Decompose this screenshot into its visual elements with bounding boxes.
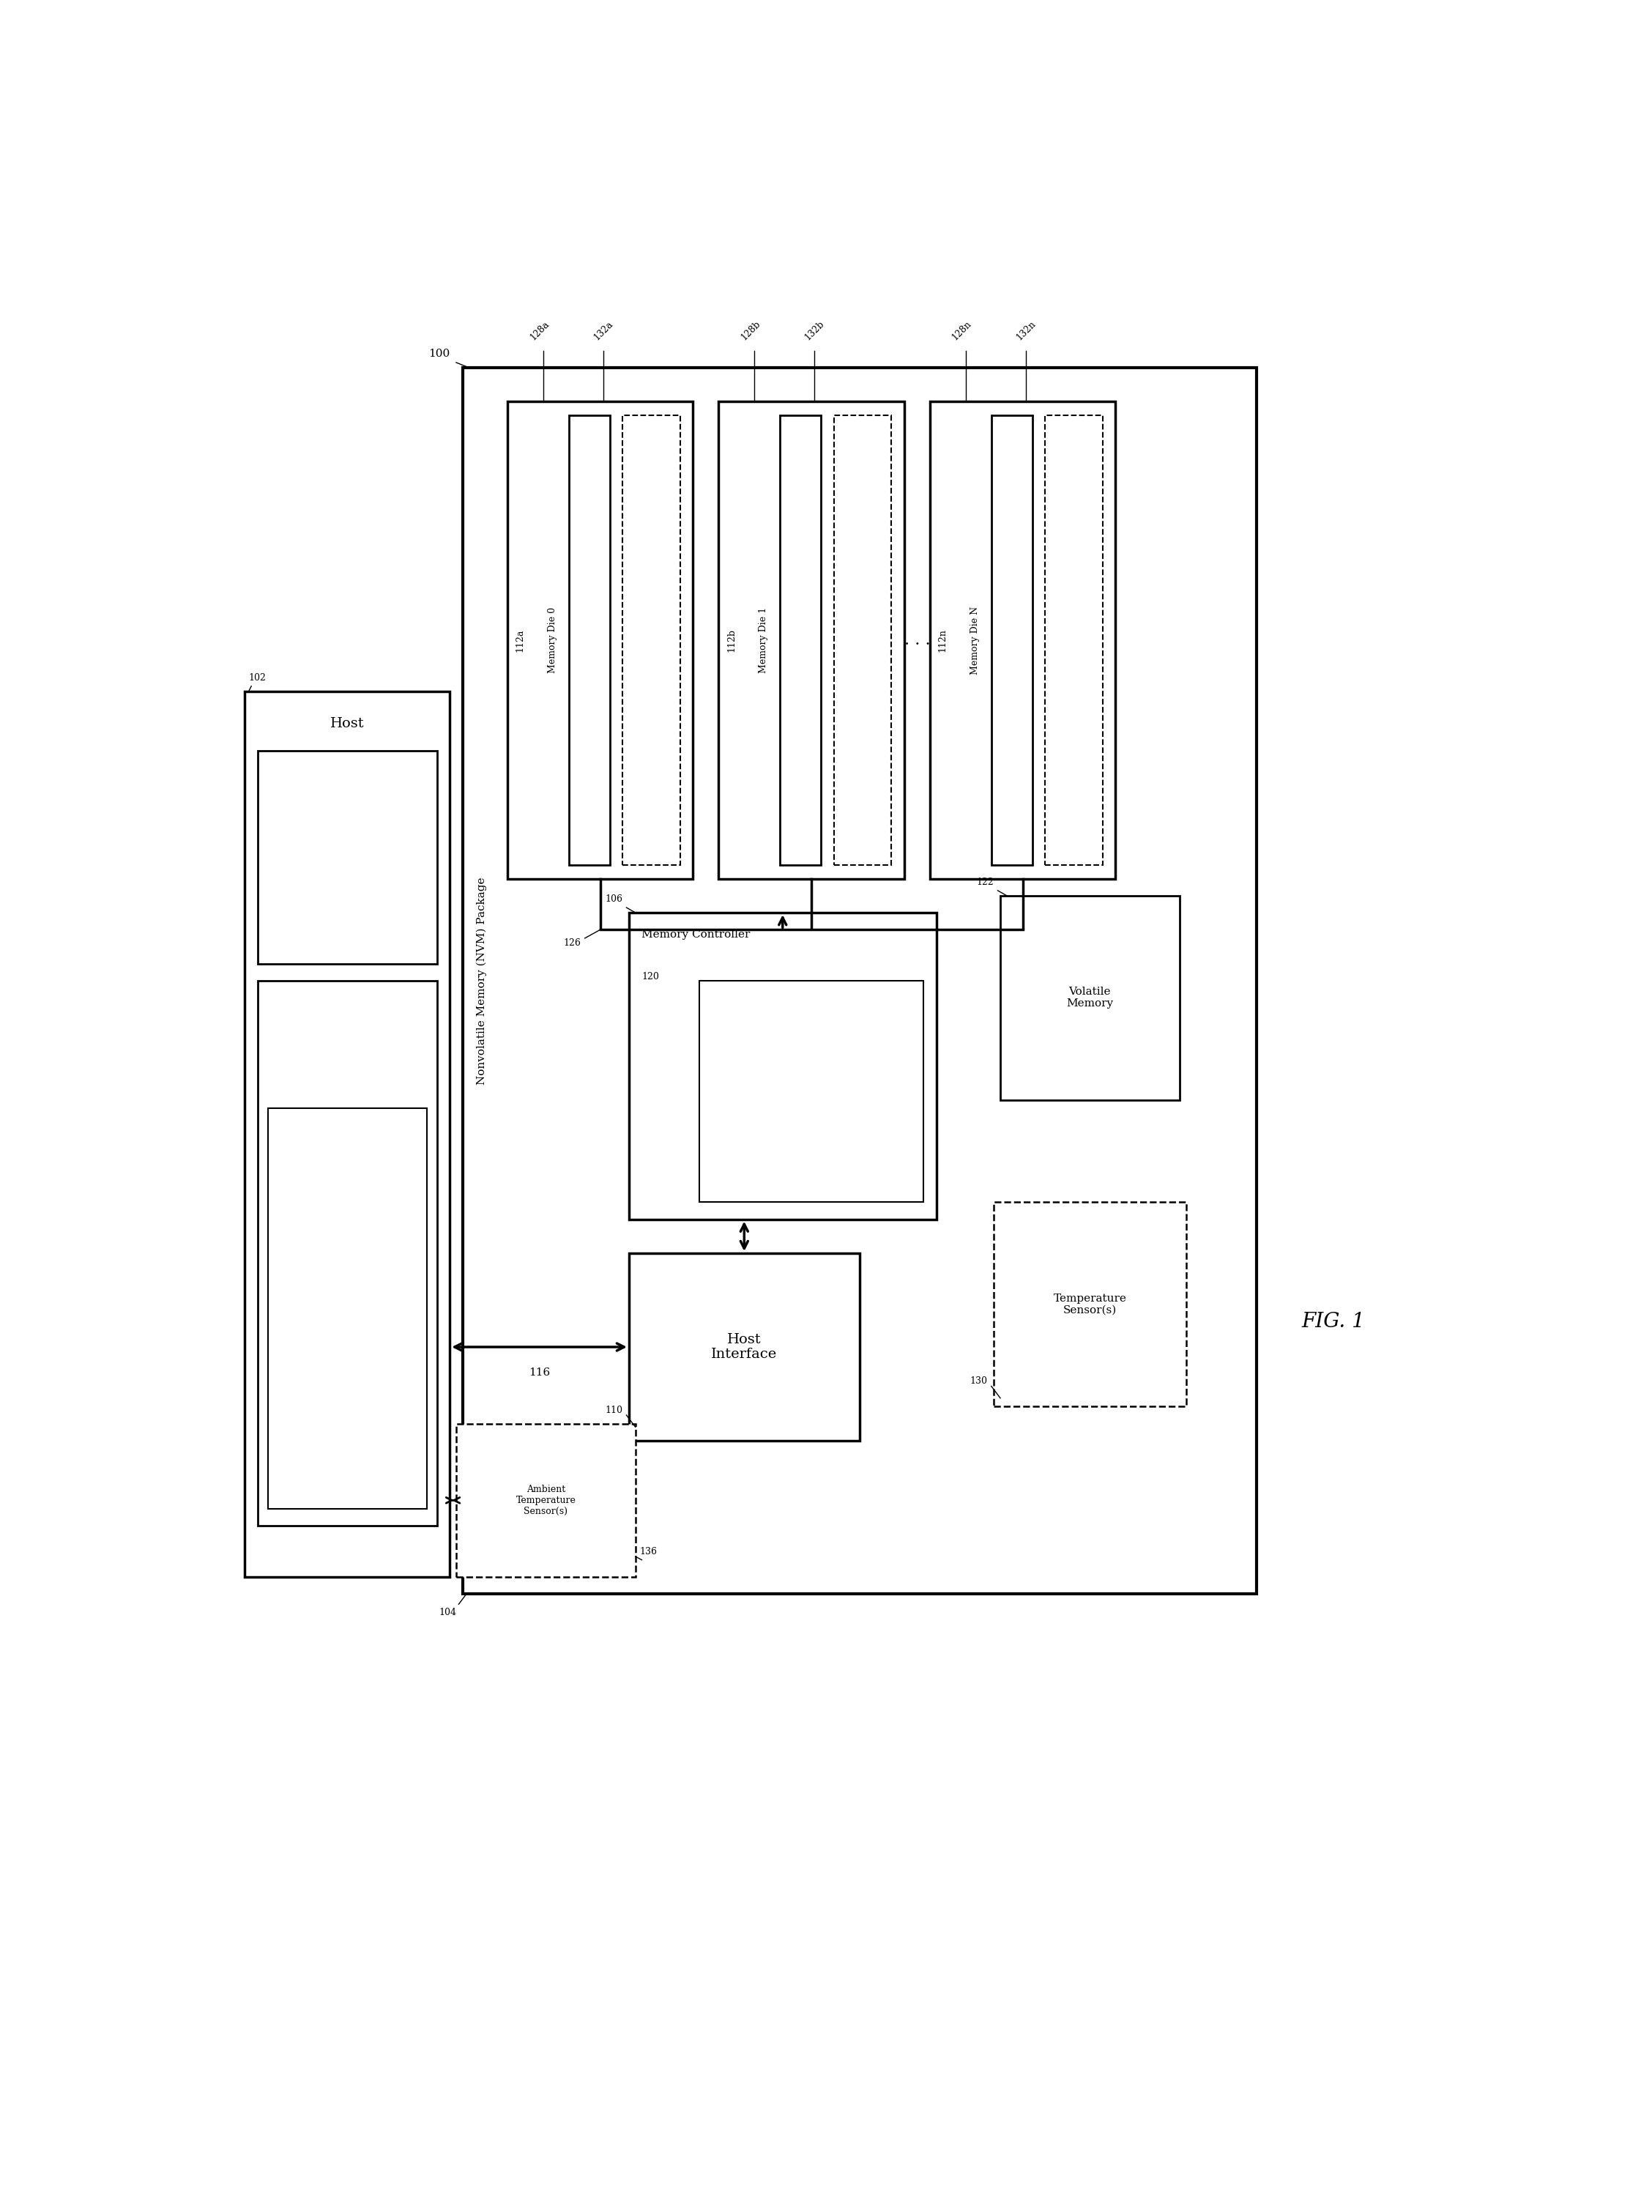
Bar — [719, 403, 904, 878]
Text: Temperature
Sensor(s): Temperature Sensor(s) — [1067, 617, 1080, 664]
Bar — [930, 403, 1115, 878]
Text: 132n: 132n — [1014, 319, 1037, 343]
Bar — [268, 1108, 426, 1509]
Text: 110: 110 — [605, 1405, 623, 1416]
Text: 122: 122 — [976, 878, 995, 887]
Text: 136: 136 — [639, 1546, 657, 1557]
Text: Temperature
Sensor(s): Temperature Sensor(s) — [856, 617, 869, 664]
Text: Ambient
Temperature
Sensor(s): Ambient Temperature Sensor(s) — [515, 1484, 577, 1515]
Bar — [1046, 416, 1104, 865]
Text: 112a: 112a — [515, 628, 525, 653]
Text: Processor(s)/
Microprocessor(s): Processor(s)/ Microprocessor(s) — [770, 1082, 854, 1102]
Text: 128n: 128n — [950, 319, 973, 343]
Text: NVM: NVM — [585, 628, 595, 653]
Bar — [507, 403, 694, 878]
Bar — [995, 1203, 1186, 1407]
Text: 128b: 128b — [738, 319, 762, 343]
Bar — [258, 750, 436, 964]
Text: 126: 126 — [563, 938, 582, 947]
Text: Volatile
Memory: Volatile Memory — [329, 1298, 367, 1318]
Bar — [258, 980, 436, 1526]
Text: Memory Die 1: Memory Die 1 — [758, 606, 768, 672]
Text: 106: 106 — [605, 894, 623, 905]
Text: 130: 130 — [970, 1376, 988, 1387]
Text: 128a: 128a — [529, 319, 550, 343]
Text: 102: 102 — [249, 672, 266, 684]
Text: 120: 120 — [641, 973, 659, 982]
Bar — [699, 980, 923, 1203]
Text: 132a: 132a — [591, 319, 615, 343]
Text: Temperature
Sensor(s): Temperature Sensor(s) — [1054, 1294, 1127, 1316]
Bar — [463, 367, 1257, 1595]
Text: Storage
Component 108: Storage Component 108 — [311, 1006, 385, 1026]
Text: Nonvolatile Memory (NVM) Package: Nonvolatile Memory (NVM) Package — [476, 876, 487, 1084]
Text: NVM: NVM — [1008, 628, 1016, 653]
Text: 112b: 112b — [727, 628, 737, 653]
Bar — [1001, 896, 1180, 1099]
Text: 116: 116 — [529, 1367, 550, 1378]
Text: 104: 104 — [438, 1608, 456, 1617]
Text: Host
Interface: Host Interface — [710, 1334, 778, 1360]
Text: . . .: . . . — [904, 633, 930, 648]
Text: 112n: 112n — [938, 628, 948, 653]
Text: 100: 100 — [428, 349, 449, 358]
Text: NVM: NVM — [796, 628, 805, 653]
Text: Memory Die 0: Memory Die 0 — [547, 606, 557, 672]
Bar — [629, 1254, 859, 1440]
Text: 134: 134 — [261, 1066, 279, 1075]
Text: Memory Controller: Memory Controller — [641, 929, 750, 940]
Text: Volatile
Memory: Volatile Memory — [1067, 987, 1113, 1009]
Text: 132b: 132b — [803, 319, 826, 343]
Bar — [834, 416, 892, 865]
Text: FIG. 1: FIG. 1 — [1302, 1312, 1365, 1332]
Bar — [780, 416, 821, 865]
Bar — [623, 416, 681, 865]
Text: Host
Controller: Host Controller — [319, 847, 377, 869]
Bar — [568, 416, 610, 865]
Bar — [456, 1425, 636, 1577]
Bar — [244, 690, 449, 1577]
Bar — [991, 416, 1032, 865]
Bar — [629, 914, 937, 1219]
Text: Host: Host — [330, 717, 365, 730]
Text: Temperature
Sensor(s): Temperature Sensor(s) — [644, 617, 659, 664]
Text: Memory Die N: Memory Die N — [970, 606, 980, 675]
Text: 114: 114 — [261, 933, 278, 942]
